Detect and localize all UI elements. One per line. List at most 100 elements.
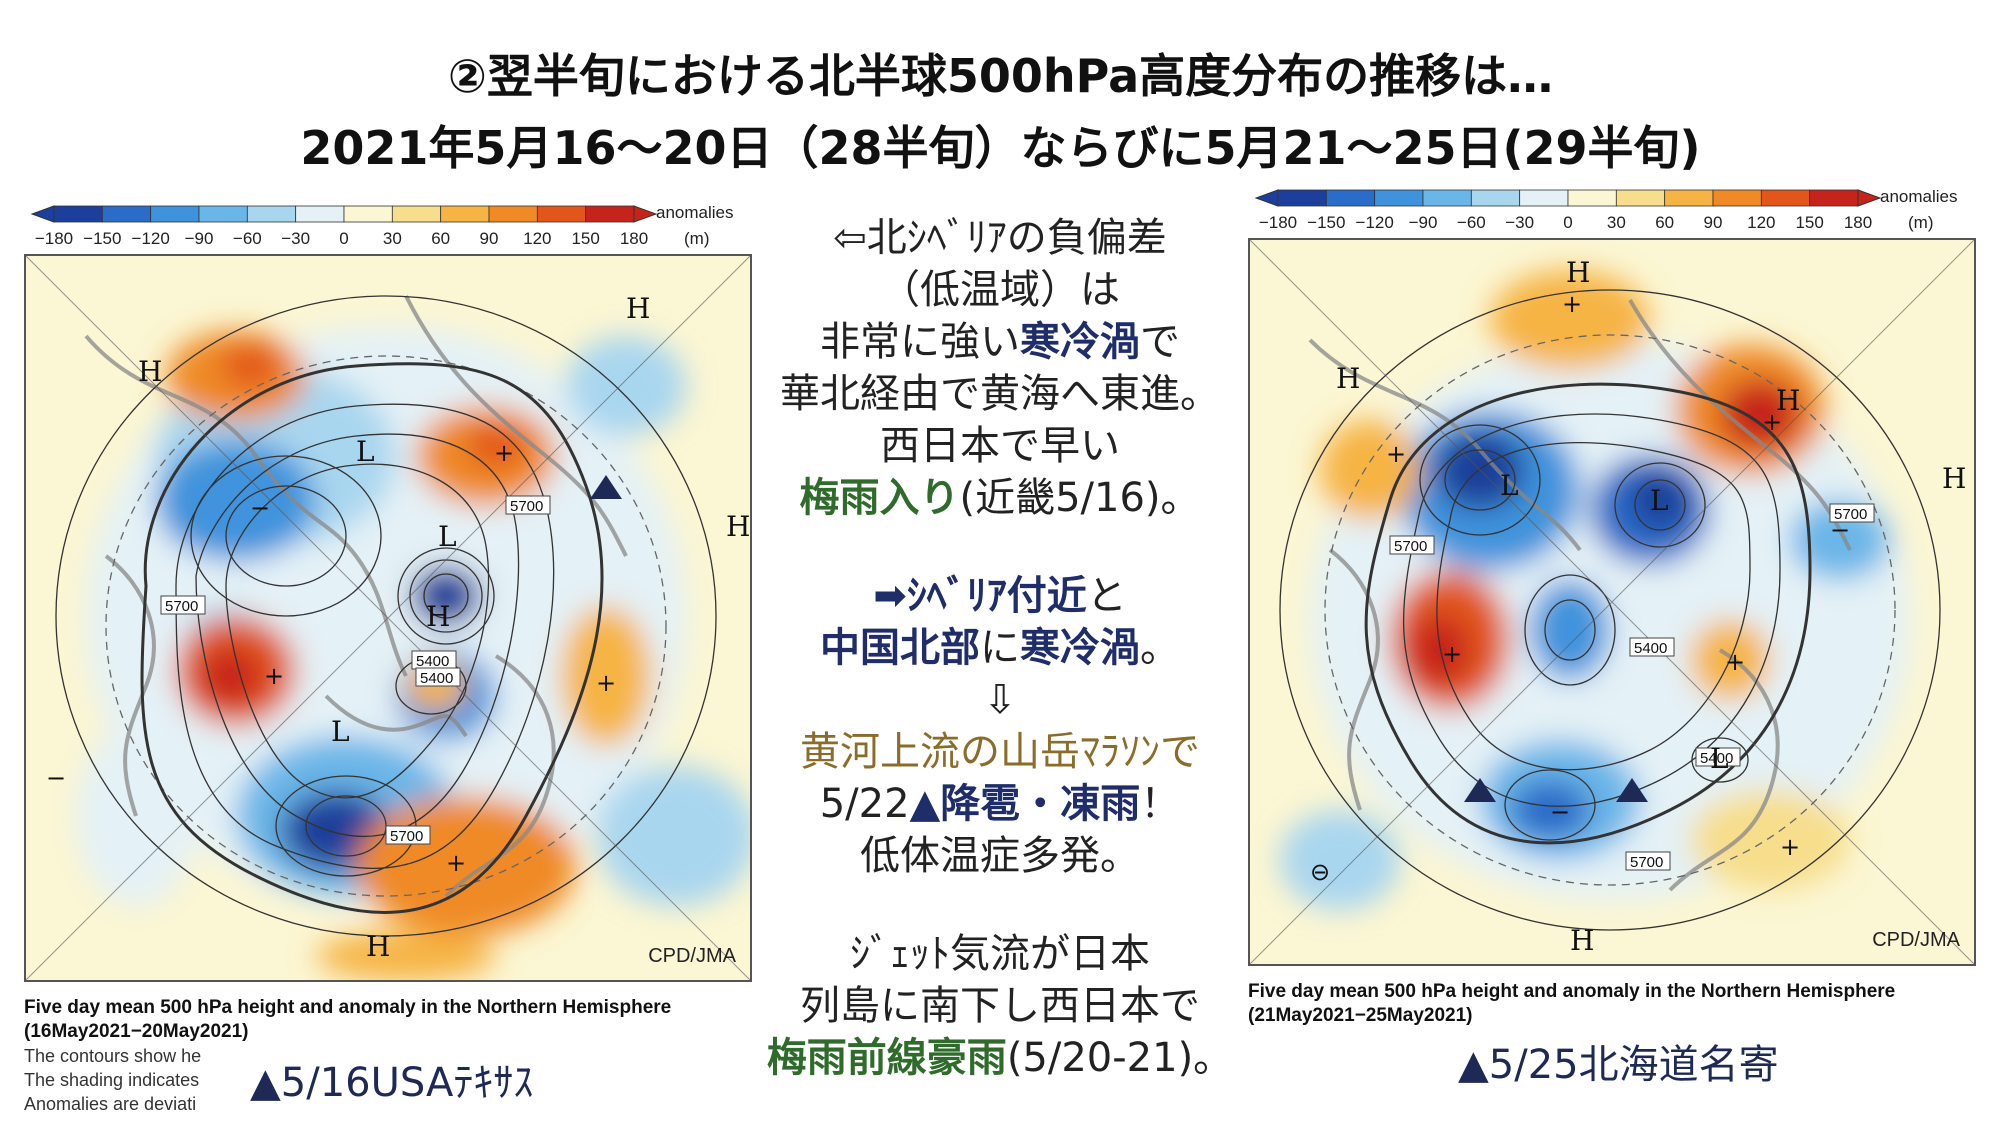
- minus-marker: −: [1830, 516, 1850, 544]
- colorbar-tick-label: −120: [132, 229, 170, 248]
- colorbar-cell: [536, 205, 587, 223]
- commentary-line: 5/22▲降雹・凍雨！: [819, 781, 1181, 827]
- map-credit: CPD/JMA: [648, 945, 736, 967]
- colorbar-tick-label: −150: [1307, 213, 1345, 232]
- colorbar-cell: [198, 205, 248, 223]
- colorbar-cell: [488, 205, 538, 223]
- colorbar-tick-label: −30: [281, 229, 310, 248]
- contour-label-5700: 5700: [165, 598, 198, 615]
- colorbar-cell: [1277, 189, 1327, 207]
- colorbar-cell: [585, 205, 635, 223]
- contour-label-5700: 5700: [1394, 538, 1427, 555]
- colorbar-cell: [1519, 189, 1569, 207]
- low-pressure-label: L: [356, 435, 375, 468]
- contour-label-5700: 5700: [510, 498, 543, 515]
- colorbar-cell: [391, 205, 442, 223]
- caption-title: Five day mean 500 hPa height and anomaly…: [1248, 981, 1896, 1026]
- right-colorbar: −180 −150 −120 −90 −60 −30 0 30 60 90 120 150 180 an…: [1254, 187, 1958, 232]
- caption-line: The shading indicates: [24, 1070, 200, 1090]
- left-photo-caption: ▲5/16USAﾃｷｻｽ: [250, 1060, 534, 1106]
- contour-label-5700: 5700: [1630, 854, 1663, 871]
- right-photo-caption: ▲5/25北海道名寄: [1458, 1042, 1779, 1088]
- colorbar-tick-label: 150: [1795, 213, 1823, 232]
- colorbar-tick-label: −180: [1259, 213, 1297, 232]
- low-pressure-label: L: [438, 520, 457, 553]
- right-map-panel: −180 −150 −120 −90 −60 −30 0 30 60 90 120 150 180 an…: [1248, 180, 1978, 1110]
- colorbar-cell: [1760, 189, 1811, 207]
- colorbar-right-arrow: [633, 205, 658, 223]
- commentary-block-1: ⇦北ｼﾍﾞﾘｱの負偏差 （低温域）は 非常に強い寒冷渦で 華北経由で黄海へ東進。…: [755, 212, 1245, 524]
- caption-line: The contours show he: [24, 1046, 202, 1066]
- colorbar-tick-label: −90: [185, 229, 214, 248]
- high-pressure-label: H: [1776, 384, 1800, 417]
- location-marker-texas: [590, 475, 622, 499]
- colorbar-tick-label: −60: [1457, 213, 1486, 232]
- colorbar-tick-label: 120: [1747, 213, 1775, 232]
- colorbar-label: anomalies: [1880, 187, 1958, 206]
- high-pressure-label: H: [626, 292, 650, 325]
- colorbar-cell: [1615, 189, 1666, 207]
- minus-marker: −: [1550, 798, 1570, 826]
- colorbar-tick-label: 60: [1655, 213, 1674, 232]
- commentary-line: ⇦北ｼﾍﾞﾘｱの負偏差: [833, 215, 1167, 261]
- commentary-line: 華北経由で黄海へ東進。: [780, 371, 1220, 417]
- plus-marker: +: [494, 439, 514, 467]
- high-pressure-label: H: [1942, 462, 1966, 495]
- colorbar-unit: (m): [1908, 213, 1933, 232]
- colorbar-cell: [1470, 189, 1521, 207]
- plus-marker: +: [264, 662, 284, 690]
- low-pressure-label: L: [1500, 469, 1519, 502]
- left-map: 5700 5700 5700 5400 5400 H H H H H L L L: [24, 254, 752, 982]
- colorbar-cell: [343, 205, 393, 223]
- colorbar-cell: [1809, 189, 1859, 207]
- contour-label-5400: 5400: [416, 653, 449, 670]
- commentary-line: 梅雨前線豪雨(5/20-21)。: [766, 1035, 1234, 1081]
- minus-marker: ⊖: [1310, 858, 1330, 886]
- highlight-heavy-rain: 梅雨前線豪雨: [766, 1035, 1007, 1081]
- colorbar-tick-label: 180: [1844, 213, 1872, 232]
- height-contours: [1279, 289, 1941, 931]
- high-pressure-label: H: [426, 600, 450, 633]
- colorbar-cell: [246, 205, 297, 223]
- colorbar-tick-label: −150: [83, 229, 121, 248]
- commentary-line: 低体温症多発。: [860, 833, 1140, 879]
- high-pressure-label: H: [1566, 256, 1590, 289]
- colorbar-cell: [101, 205, 152, 223]
- commentary-line: 黄河上流の山岳ﾏﾗｿﾝで: [800, 729, 1200, 775]
- plus-marker: +: [1725, 648, 1745, 676]
- colorbar-cell: [53, 205, 103, 223]
- colorbar-label: anomalies: [656, 203, 734, 222]
- colorbar-cell: [1325, 189, 1376, 207]
- colorbar-tick-label: −30: [1505, 213, 1534, 232]
- highlight-rainy-season: 梅雨入り: [799, 475, 960, 521]
- map-credit: CPD/JMA: [1872, 929, 1960, 951]
- caption-title: Five day mean 500 hPa height and anomaly…: [24, 997, 672, 1042]
- plus-marker: +: [1386, 440, 1406, 468]
- colorbar-cell: [1422, 189, 1472, 207]
- title-line-2: 2021年5月16～20日（28半旬）ならびに5月21～25日(29半旬): [300, 121, 1701, 175]
- location-marker: [1464, 778, 1496, 802]
- colorbar-tick-label: −120: [1356, 213, 1394, 232]
- colorbar-left-arrow: [30, 205, 55, 223]
- plus-marker: +: [1562, 290, 1582, 318]
- left-colorbar: −180 −150 −120 −90 −60 −30 0 30 60 90 120 150 180 an…: [30, 203, 734, 248]
- colorbar-tick-label: 90: [1704, 213, 1723, 232]
- colorbar-cell: [1712, 189, 1762, 207]
- minus-marker: −: [250, 494, 270, 522]
- colorbar-tick-label: 0: [339, 229, 348, 248]
- commentary-line: 梅雨入り(近畿5/16)。: [799, 475, 1201, 521]
- plus-marker: +: [1762, 408, 1782, 436]
- right-map: 5700 5700 5700 5400 5400 H H H H H L L L: [1248, 238, 1976, 966]
- commentary-line: 列島に南下し西日本で: [800, 983, 1200, 1029]
- commentary-line: （低温域）は: [880, 267, 1120, 313]
- contour-label-5400: 5400: [420, 670, 453, 687]
- commentary-line: ➡ｼﾍﾞﾘｱ付近と: [873, 573, 1127, 619]
- commentary-line: 非常に強い寒冷渦で: [820, 319, 1180, 365]
- title-line-1: ②翌半旬における北半球500hPa高度分布の推移は…: [447, 49, 1554, 103]
- commentary-line: ｼﾞｪｯﾄ気流が日本: [850, 931, 1150, 977]
- contour-label-5400: 5400: [1634, 640, 1667, 657]
- plus-marker: +: [596, 669, 616, 697]
- colorbar-cell: [1567, 189, 1617, 207]
- location-marker-nayoro: [1616, 778, 1648, 802]
- colorbar-tick-label: 60: [431, 229, 450, 248]
